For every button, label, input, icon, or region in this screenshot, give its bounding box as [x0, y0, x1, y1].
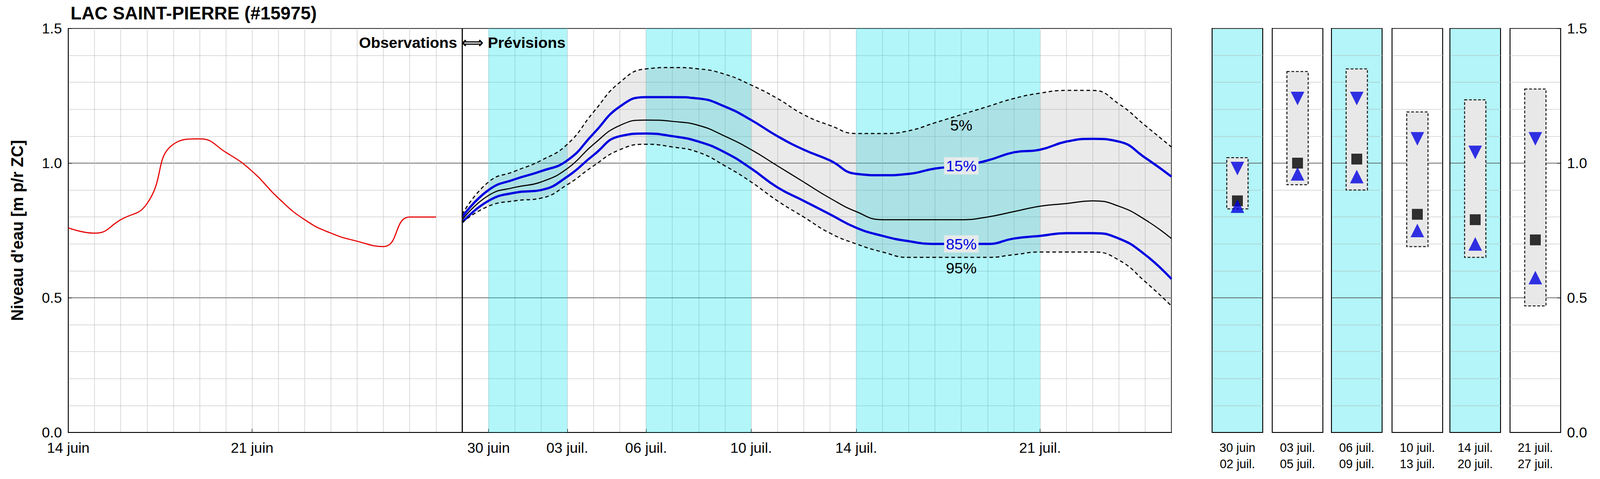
svg-text:05 juil.: 05 juil.: [1279, 457, 1316, 472]
svg-text:14 juil.: 14 juil.: [1457, 441, 1493, 455]
svg-text:06 juil.: 06 juil.: [625, 439, 668, 457]
svg-text:85%: 85%: [945, 235, 977, 253]
svg-text:Observations ⟺ Prévisions: Observations ⟺ Prévisions: [358, 33, 566, 52]
svg-text:10 juil.: 10 juil.: [730, 439, 773, 457]
svg-text:15%: 15%: [945, 157, 977, 175]
svg-text:21 juin: 21 juin: [231, 439, 274, 457]
svg-text:0.0: 0.0: [42, 424, 62, 441]
svg-text:03 juil.: 03 juil.: [546, 439, 589, 457]
svg-text:03 juil.: 03 juil.: [1279, 441, 1316, 455]
svg-text:21 juil.: 21 juil.: [1517, 441, 1553, 455]
svg-text:21 juil.: 21 juil.: [1019, 439, 1062, 457]
svg-text:0.5: 0.5: [1566, 289, 1587, 307]
svg-text:13 juil.: 13 juil.: [1399, 457, 1435, 472]
svg-text:0.0: 0.0: [1566, 424, 1587, 441]
svg-text:1.5: 1.5: [42, 20, 62, 37]
svg-text:95%: 95%: [945, 259, 977, 277]
svg-text:14 juil.: 14 juil.: [835, 439, 878, 457]
svg-text:02 juil.: 02 juil.: [1219, 457, 1256, 472]
svg-text:09 juil.: 09 juil.: [1339, 457, 1375, 472]
svg-text:30 juin: 30 juin: [1219, 441, 1256, 455]
svg-text:0.5: 0.5: [42, 289, 62, 307]
svg-text:Niveau d'eau [m p/r ZC]: Niveau d'eau [m p/r ZC]: [8, 140, 27, 322]
svg-text:30 juin: 30 juin: [467, 439, 510, 457]
svg-text:1.0: 1.0: [1566, 155, 1587, 172]
svg-text:1.0: 1.0: [42, 155, 62, 172]
svg-text:20 juil.: 20 juil.: [1457, 457, 1493, 472]
svg-text:5%: 5%: [950, 116, 973, 134]
svg-text:14 juin: 14 juin: [47, 439, 90, 457]
svg-text:LAC SAINT-PIERRE (#15975): LAC SAINT-PIERRE (#15975): [70, 3, 317, 24]
svg-text:06 juil.: 06 juil.: [1339, 441, 1375, 455]
svg-text:10 juil.: 10 juil.: [1399, 441, 1435, 455]
svg-text:1.5: 1.5: [1566, 20, 1587, 37]
svg-text:27 juil.: 27 juil.: [1517, 457, 1553, 472]
